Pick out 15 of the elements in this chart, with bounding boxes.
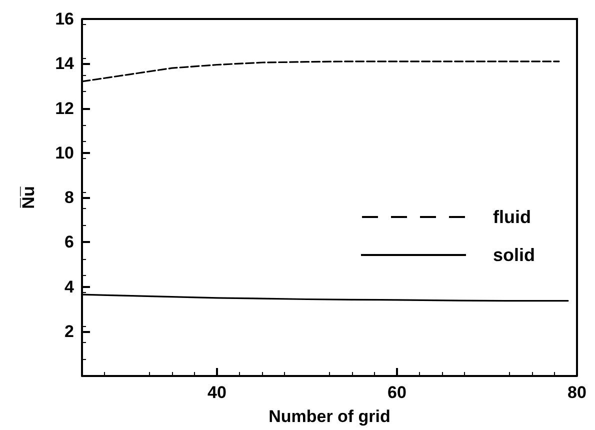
y-tick-label: 6 xyxy=(64,232,74,252)
y-tick-label: 16 xyxy=(55,10,74,28)
y-tick-label: 2 xyxy=(64,322,74,341)
y-axis-title: N̅u̅ xyxy=(19,186,38,209)
legend-label: fluid xyxy=(492,207,531,227)
y-tick-label: 10 xyxy=(55,143,74,162)
y-tick-label: 8 xyxy=(64,188,74,207)
y-tick-label: 4 xyxy=(64,277,75,296)
x-tick-label: 40 xyxy=(208,383,226,402)
legend-label: solid xyxy=(492,245,536,265)
x-tick-label: 60 xyxy=(388,383,406,402)
y-tick-label: 12 xyxy=(55,98,74,118)
x-axis-title: Number of grid xyxy=(268,407,390,426)
y-tick-label: 14 xyxy=(55,54,75,74)
x-tick-label: 80 xyxy=(568,383,586,402)
